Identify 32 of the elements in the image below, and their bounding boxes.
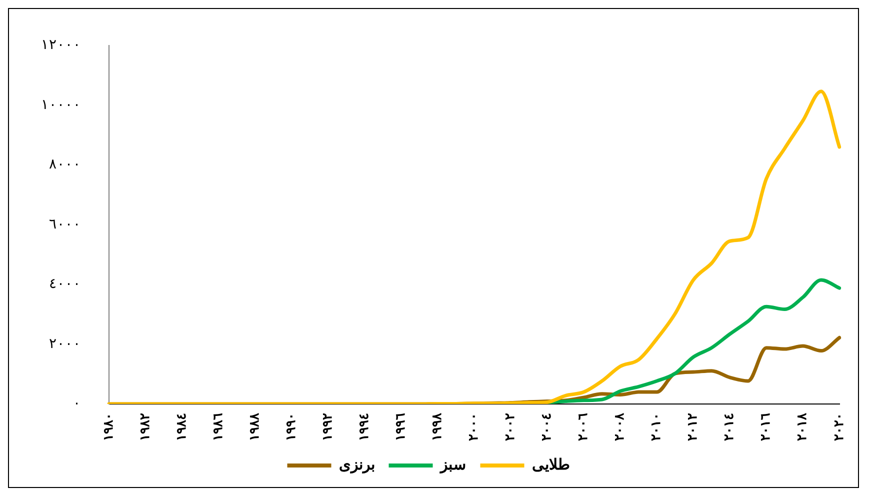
x-tick-label: ١٩٨٤ [173, 413, 188, 441]
x-tick-label: ٢٠١٤ [721, 413, 736, 441]
x-tick-label: ٢٠١٠ [648, 413, 664, 441]
x-tick-label: ٢٠٠٢ [502, 413, 518, 441]
x-tick-label: ١٩٩٠ [282, 413, 298, 441]
y-tick-label: ٤٠٠٠ [49, 277, 81, 292]
line-series [107, 90, 842, 404]
legend-label: برنزی [338, 457, 375, 474]
legend-label: سبز [439, 457, 466, 474]
x-tick-label: ٢٠٠٠ [466, 413, 481, 441]
x-tick-label: ١٩٨٢ [136, 413, 152, 441]
x-tick-label: ٢٠١٨ [794, 412, 810, 441]
y-tick-label: ٠ [73, 396, 81, 412]
x-tick-label: ١٩٨٨ [246, 412, 262, 441]
x-tick-label: ٢٠١٢ [684, 413, 700, 441]
y-tick-label: ٨٠٠٠ [49, 158, 81, 173]
x-tick-label: ١٩٨٠ [100, 413, 116, 441]
y-tick-label: ١٠٠٠٠ [41, 98, 81, 113]
x-tick-label: ٢٠٠٤ [538, 413, 554, 441]
y-tick-label: ٢٠٠٠ [49, 336, 81, 352]
x-tick-label: ٢٠٠٨ [612, 412, 627, 441]
x-tick-label: ١٩٩٢ [319, 413, 334, 441]
legend-label: طلایی [532, 457, 570, 474]
x-tick-label: ٢٠٠٦ [575, 413, 590, 441]
x-tick-label: ١٩٨٦ [210, 413, 225, 441]
x-tick-label: ٢٠٢٠ [830, 413, 846, 441]
y-tick-label: ١٢٠٠٠ [41, 38, 81, 54]
x-tick-label: ١٩٩٨ [429, 412, 444, 441]
x-tick-label: ١٩٩٤ [356, 413, 371, 441]
x-tick-label: ١٩٩٦ [392, 413, 408, 441]
y-tick-label: ٦٠٠٠ [49, 217, 81, 232]
x-tick-label: ٢٠١٦ [758, 413, 773, 441]
